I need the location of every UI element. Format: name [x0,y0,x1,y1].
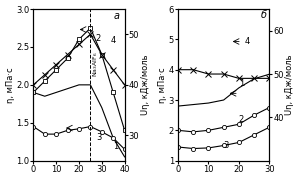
Y-axis label: Uη, кДж/моль: Uη, кДж/моль [285,55,294,115]
Text: б: б [260,10,266,20]
Y-axis label: η, мПа·с: η, мПа·с [6,67,15,103]
Text: 3: 3 [224,141,229,150]
Text: 2: 2 [95,34,100,43]
Text: Na$_3$AlF$_6$: Na$_3$AlF$_6$ [91,52,100,77]
Text: 1: 1 [113,142,118,151]
Text: 2: 2 [239,115,244,124]
Text: 4: 4 [245,37,250,46]
Text: 4: 4 [111,36,116,45]
Y-axis label: Uη, кДж/моль: Uη, кДж/моль [141,55,150,115]
Y-axis label: η, мПа·с: η, мПа·с [158,67,167,103]
Text: а: а [114,11,120,21]
Text: 1: 1 [239,79,244,88]
Text: 3: 3 [96,133,101,142]
